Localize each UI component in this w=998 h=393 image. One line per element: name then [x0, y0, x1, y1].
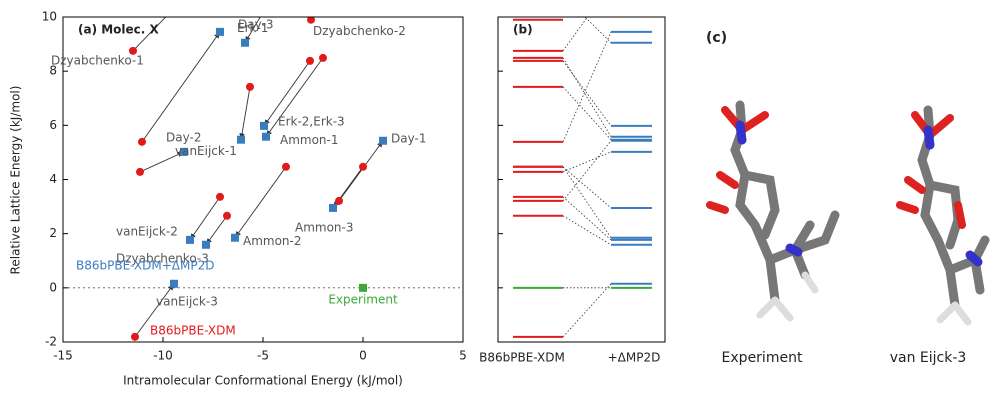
- arrow: [339, 141, 383, 201]
- point: [131, 333, 139, 341]
- connector: [563, 167, 611, 238]
- y-tick-label: 10: [42, 10, 57, 24]
- point: [262, 133, 270, 141]
- x-tick-label: -15: [53, 349, 73, 363]
- point: [138, 138, 146, 146]
- point-label: Ammon-2: [243, 234, 302, 248]
- x-tick-label: -10: [153, 349, 173, 363]
- point: [202, 241, 210, 249]
- point: [359, 163, 367, 171]
- point: [170, 280, 178, 288]
- point: [216, 28, 224, 36]
- point: [260, 122, 268, 130]
- arrow: [190, 197, 220, 240]
- point-label: vanEijck-3: [156, 294, 218, 308]
- point-label: Ammon-3: [295, 220, 354, 234]
- panel-a-title: (a) Molec. X: [78, 23, 160, 37]
- x-tick-label: -5: [257, 349, 269, 363]
- point: [241, 39, 249, 47]
- connector: [563, 216, 611, 245]
- point: [359, 284, 367, 292]
- point: [231, 234, 239, 242]
- point-label: Day-2: [166, 130, 201, 144]
- y-tick-label: 2: [49, 226, 57, 240]
- connector: [563, 152, 611, 172]
- point: [186, 236, 194, 244]
- connector: [563, 61, 611, 126]
- connector: [563, 87, 611, 140]
- legend-label: Experiment: [328, 292, 398, 306]
- point: [282, 163, 290, 171]
- point: [216, 193, 224, 201]
- x-tick-label: 5: [459, 349, 467, 363]
- y-axis-title: Relative Lattice Energy (kJ/mol): [9, 86, 23, 275]
- point-label: Day-1: [391, 131, 426, 145]
- point: [246, 83, 254, 91]
- y-tick-label: 6: [49, 118, 57, 132]
- panel-b-column: +ΔMP2D: [608, 351, 661, 365]
- plot-a: [63, 0, 463, 341]
- connector: [563, 284, 611, 337]
- plot-b: [513, 0, 652, 337]
- point-label: Ammon-1: [280, 133, 339, 147]
- panel-b-column: B86bPBE-XDM: [479, 351, 565, 365]
- y-tick-label: -2: [45, 335, 57, 349]
- point-label: Erk-1: [237, 21, 268, 35]
- point: [223, 212, 231, 220]
- point-label: vanEijck-1: [175, 144, 237, 158]
- y-tick-label: 4: [49, 172, 57, 186]
- arrow: [206, 216, 227, 245]
- point: [379, 137, 387, 145]
- point: [335, 197, 343, 205]
- connector: [563, 32, 611, 142]
- x-axis-title: Intramolecular Conformational Energy (kJ…: [123, 374, 403, 388]
- connector: [563, 0, 611, 51]
- point-label: Erk-2,Erk-3: [278, 114, 345, 128]
- panel-b-label: (b): [513, 23, 533, 37]
- arrow: [235, 167, 286, 238]
- point-label: Dzyabchenko-1: [51, 53, 144, 67]
- point: [136, 168, 144, 176]
- caption: van Eijck-3: [890, 350, 967, 366]
- connector: [563, 141, 611, 201]
- legend-label: B86bPBE-XDM: [150, 324, 236, 338]
- molecule: [900, 110, 985, 322]
- point-label: Dzyabchenko-2: [313, 24, 406, 38]
- caption: Experiment: [722, 350, 803, 366]
- point: [306, 57, 314, 65]
- panel-c-label: (c): [706, 30, 727, 46]
- point: [329, 204, 337, 212]
- point: [237, 136, 245, 144]
- point-label: vanEijck-2: [116, 224, 178, 238]
- point: [319, 54, 327, 62]
- molecule: [710, 105, 835, 318]
- y-tick-label: 0: [49, 280, 57, 294]
- connector: [563, 197, 611, 240]
- arrow: [142, 32, 220, 142]
- figure: (a) Molec. X (b) B86bPBE-XDM +ΔMP2D Intr…: [0, 0, 998, 389]
- arrow: [241, 87, 250, 140]
- x-tick-label: 0: [359, 349, 367, 363]
- connector: [563, 0, 611, 43]
- legend-label: B86bPBE-XDM+ΔMP2D: [76, 259, 214, 273]
- frame-b: [498, 17, 665, 342]
